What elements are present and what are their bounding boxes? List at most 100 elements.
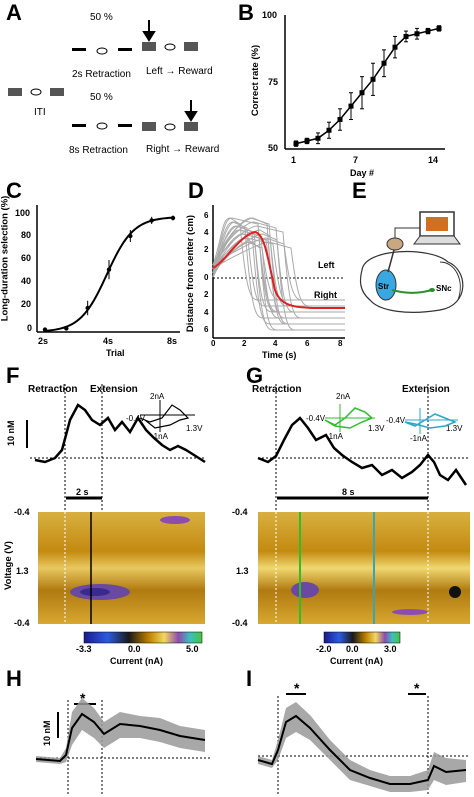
c-xtick-8s: 8s bbox=[167, 336, 178, 346]
d-xtick-0: 0 bbox=[211, 339, 216, 348]
b-data-point bbox=[359, 90, 365, 96]
c-data-point bbox=[170, 215, 176, 221]
d-xtick-8: 8 bbox=[338, 339, 343, 348]
g-retraction-label: Retraction bbox=[252, 384, 302, 395]
trial-trajectory bbox=[212, 229, 345, 325]
f-duration-label: 2 s bbox=[76, 487, 89, 497]
b-data-point bbox=[348, 103, 354, 109]
f-ytick-bottom: -0.4 bbox=[14, 618, 30, 628]
f-ytick-top: -0.4 bbox=[14, 507, 30, 517]
g-ytick-mid: 1.3 bbox=[236, 566, 249, 576]
correct-rate-chart bbox=[284, 15, 445, 150]
snc-label: SNc bbox=[436, 284, 452, 293]
trajectory-plot bbox=[212, 205, 346, 339]
panel-letter-b: B bbox=[238, 0, 254, 25]
f-cbar-mid: 0.0 bbox=[128, 644, 141, 654]
panel-letter-h: H bbox=[6, 666, 22, 691]
f-cv-top: 2nA bbox=[150, 392, 165, 401]
c-xtick-4s: 4s bbox=[103, 336, 114, 346]
g-cbar-min: -2.0 bbox=[316, 644, 332, 654]
str-label: Str bbox=[378, 282, 390, 291]
g-cv2-bottom: -1nA bbox=[410, 434, 427, 443]
c-data-point bbox=[128, 233, 133, 239]
trial-trajectory bbox=[212, 221, 345, 307]
trial-trajectory bbox=[212, 225, 345, 325]
probability-bottom: 50 % bbox=[90, 92, 113, 103]
g-cv1-top: 2nA bbox=[336, 392, 351, 401]
b-data-point bbox=[436, 25, 442, 31]
b-data-point bbox=[403, 33, 409, 39]
c-ytick-40: 40 bbox=[21, 276, 32, 286]
iti-label: ITI bbox=[34, 107, 46, 118]
trial-trajectory bbox=[212, 241, 345, 307]
g-cv1-bottom: -1nA bbox=[326, 432, 343, 441]
panel-letter-a: A bbox=[6, 0, 22, 25]
g-cv2-left: -0.4V bbox=[386, 416, 406, 425]
b-data-point bbox=[304, 138, 310, 144]
trial-trajectory bbox=[212, 217, 345, 313]
b-ytick-100: 100 bbox=[262, 10, 278, 20]
g-color-plot bbox=[258, 512, 470, 644]
d-ytick-2: 2 bbox=[204, 245, 209, 254]
trial-trajectory bbox=[212, 221, 345, 319]
c-ytick-0: 0 bbox=[27, 323, 33, 333]
f-retraction-label: Retraction bbox=[28, 384, 78, 395]
b-ytick-75: 75 bbox=[268, 77, 279, 87]
c-data-point bbox=[42, 327, 48, 332]
c-xtick-2s: 2s bbox=[38, 336, 49, 346]
f-cbar-min: -3.3 bbox=[76, 644, 92, 654]
d-ytick-0: 6 bbox=[204, 211, 209, 220]
b-xtick-1: 1 bbox=[291, 155, 297, 165]
b-data-point bbox=[414, 31, 420, 37]
g-duration-label: 8 s bbox=[342, 487, 355, 497]
d-ytick-3: 0 bbox=[204, 273, 209, 282]
d-ytick-4: 2 bbox=[204, 290, 209, 299]
c-data-point bbox=[64, 326, 69, 331]
d-ytick-5: 4 bbox=[204, 308, 209, 317]
short-retraction-label: 2s Retraction bbox=[72, 69, 131, 80]
f-cv-right: 1.3V bbox=[186, 424, 203, 433]
b-xtick-14: 14 bbox=[428, 155, 439, 165]
i-significance-star-1: * bbox=[294, 680, 300, 696]
d-xtick-4: 4 bbox=[273, 339, 278, 348]
d-left-label: Left bbox=[318, 260, 335, 270]
d-right-label: Right bbox=[314, 290, 337, 300]
g-ytick-bottom: -0.4 bbox=[232, 618, 248, 628]
d-xtick-2: 2 bbox=[242, 339, 247, 348]
c-ytick-100: 100 bbox=[15, 208, 31, 218]
b-x-axis-label: Day # bbox=[350, 168, 375, 178]
trial-trajectory bbox=[212, 225, 345, 319]
left-reward-label: Left → Reward bbox=[146, 66, 213, 77]
c-x-axis-label: Trial bbox=[106, 348, 125, 358]
g-dopamine-trace bbox=[257, 384, 470, 510]
d-ytick-1: 4 bbox=[204, 228, 209, 237]
g-cv1-right: 1.3V bbox=[368, 424, 385, 433]
h-significance-star: * bbox=[80, 690, 86, 706]
b-data-point bbox=[425, 28, 431, 34]
brain-schematic bbox=[359, 211, 464, 313]
long-duration-selection-chart bbox=[36, 205, 180, 333]
f-color-plot bbox=[38, 512, 205, 644]
panel-letter-g: G bbox=[246, 363, 264, 388]
b-data-point bbox=[315, 135, 321, 141]
c-data-point bbox=[149, 218, 154, 223]
panel-letter-f: F bbox=[6, 363, 20, 388]
g-cv1-left: -0.4V bbox=[306, 414, 326, 423]
c-data-point bbox=[106, 267, 112, 272]
trial-trajectory bbox=[212, 217, 345, 319]
d-ytick-6: 6 bbox=[204, 325, 209, 334]
d-xtick-6: 6 bbox=[305, 339, 310, 348]
b-data-point bbox=[370, 76, 376, 82]
f-cv-left: -0.4V bbox=[126, 414, 146, 423]
b-xtick-7: 7 bbox=[353, 155, 359, 165]
right-reward-label: Right → Reward bbox=[146, 144, 220, 155]
g-ytick-top: -0.4 bbox=[232, 507, 248, 517]
f-cbar-max: 5.0 bbox=[186, 644, 199, 654]
f-cbar-label: Current (nA) bbox=[110, 656, 163, 666]
g-cbar-mid: 0.0 bbox=[346, 644, 359, 654]
panel-letter-d: D bbox=[188, 178, 204, 203]
f-extension-label: Extension bbox=[90, 384, 138, 395]
c-ytick-20: 20 bbox=[21, 299, 32, 309]
